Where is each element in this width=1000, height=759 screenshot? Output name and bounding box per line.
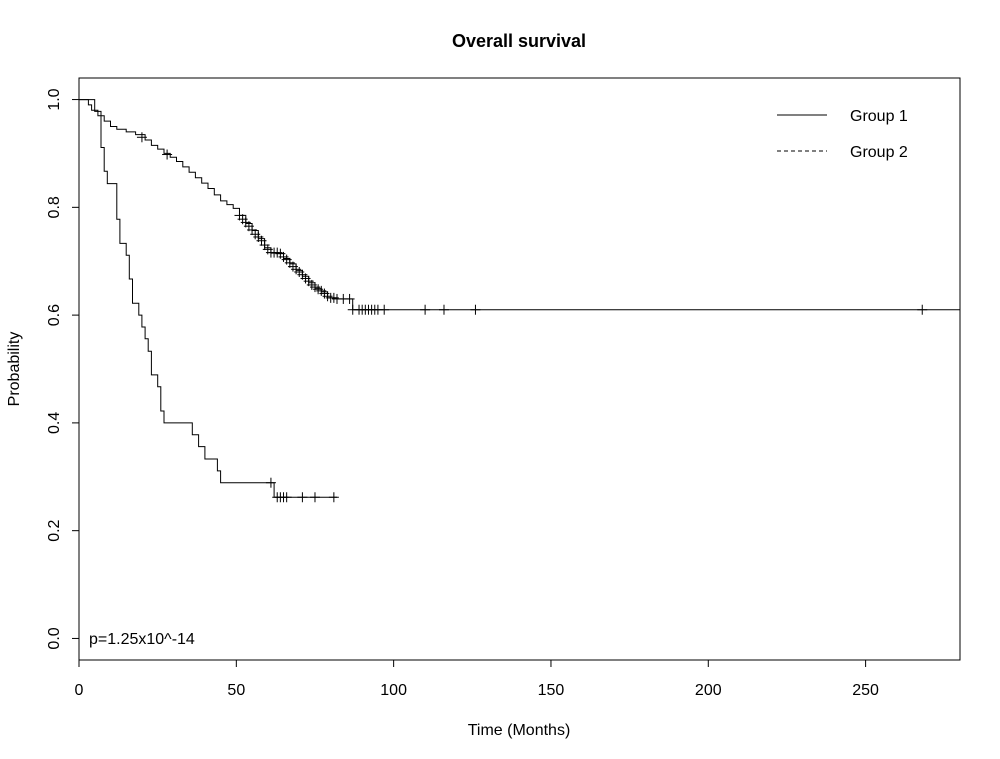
censor-mark [470,304,481,315]
censor-mark [420,304,431,315]
y-tick-label: 0.0 [46,627,63,649]
x-axis: 0 50 100 150 200 250 [75,659,879,699]
survival-curve-group-2 [79,99,337,498]
y-tick-label: 1.0 [46,88,63,110]
x-tick-label: 100 [380,682,407,699]
legend-label-group-1: Group 1 [850,108,908,125]
censor-mark [344,293,355,304]
x-axis-label: Time (Months) [468,722,571,739]
censor-mark [328,492,339,503]
y-tick-label: 0.6 [46,304,63,326]
legend: Group 1 Group 2 [777,108,908,161]
y-tick-label: 0.8 [46,196,63,218]
x-tick-label: 50 [227,682,245,699]
y-tick-label: 0.2 [46,519,63,541]
plot-frame [78,77,961,661]
censor-mark [136,132,147,143]
censor-mark [379,304,390,315]
survival-curve-group-1 [79,99,960,311]
p-value-annotation: p=1.25x10^-14 [89,631,195,648]
y-axis: 0.0 0.2 0.4 0.6 0.8 1.0 [46,88,80,650]
x-tick-label: 150 [538,682,565,699]
y-axis-label: Probability [6,332,23,407]
censor-mark [265,477,276,488]
y-tick-label: 0.4 [46,412,63,434]
survival-curves [79,99,960,503]
x-tick-label: 200 [695,682,722,699]
censor-mark [297,492,308,503]
censor-mark [917,304,928,315]
x-tick-label: 0 [75,682,84,699]
censor-mark [162,149,173,160]
legend-label-group-2: Group 2 [850,144,908,161]
censor-mark [281,492,292,503]
chart-title: Overall survival [452,31,586,51]
censor-mark [309,492,320,503]
x-tick-label: 250 [852,682,879,699]
censor-mark [438,304,449,315]
